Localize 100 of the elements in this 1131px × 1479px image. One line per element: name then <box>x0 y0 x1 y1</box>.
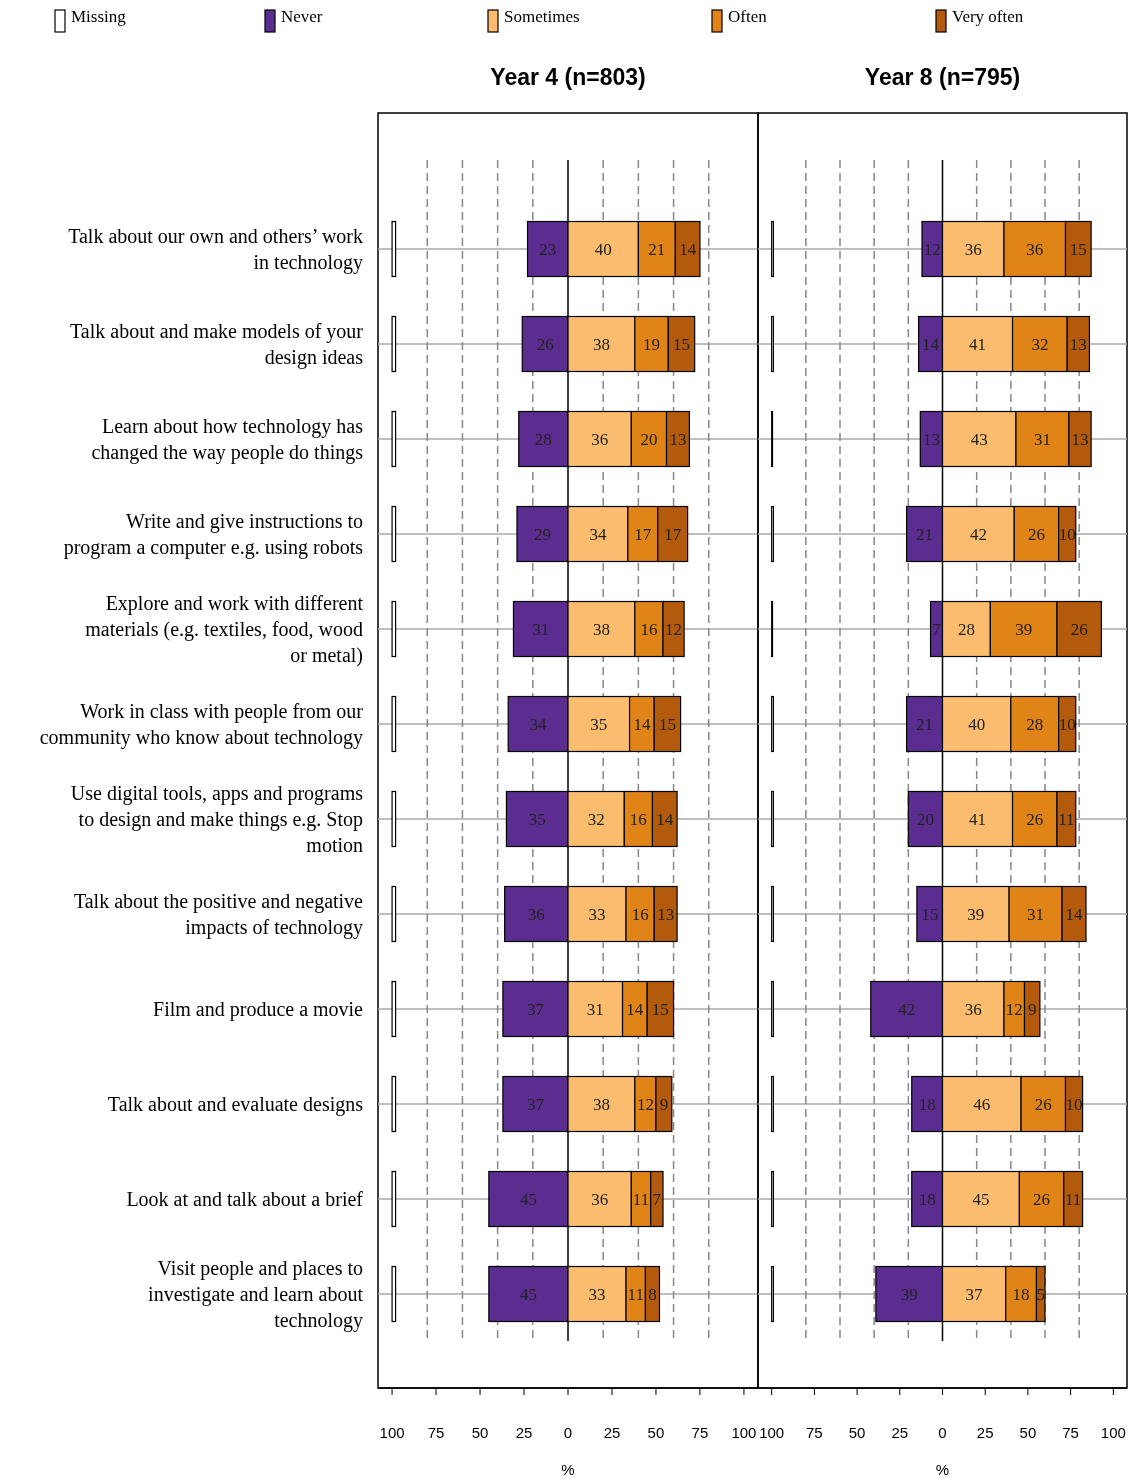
data-label: 13 <box>669 430 687 449</box>
data-label: 23 <box>539 240 557 259</box>
x-tick-label: 75 <box>691 1424 709 1441</box>
x-tick-label: 50 <box>1019 1424 1037 1441</box>
x-tick-label: 100 <box>759 1424 785 1441</box>
data-label: 39 <box>967 905 985 924</box>
data-label: 10 <box>1065 1095 1083 1114</box>
data-label: 13 <box>1071 430 1089 449</box>
data-label: 7 <box>652 1190 662 1209</box>
data-label: 11 <box>1065 1190 1082 1209</box>
data-label: 18 <box>1012 1285 1030 1304</box>
data-label: 36 <box>591 1190 609 1209</box>
data-label: 36 <box>964 240 982 259</box>
data-label: 13 <box>922 430 940 449</box>
data-label: 35 <box>528 810 546 829</box>
y-tick-label: Look at and talk about a brief <box>126 1188 364 1210</box>
data-label: 32 <box>587 810 605 829</box>
data-label: 26 <box>1070 620 1088 639</box>
data-label: 31 <box>532 620 550 639</box>
x-tick-label: 0 <box>563 1424 573 1441</box>
data-label: 37 <box>526 1095 545 1114</box>
x-axis-title: % <box>561 1461 575 1478</box>
data-label: 12 <box>665 620 683 639</box>
data-label: 19 <box>643 335 661 354</box>
y-tick-label: Work in class with people from our community who know about technology <box>39 700 364 749</box>
data-label: 33 <box>588 1285 606 1304</box>
data-label: 16 <box>631 905 649 924</box>
data-label: 42 <box>969 525 987 544</box>
x-tick-label: 0 <box>938 1424 947 1441</box>
legend-label: Often <box>728 7 768 26</box>
data-label: 41 <box>969 810 987 829</box>
data-label: 45 <box>519 1190 537 1209</box>
data-label: 12 <box>1005 1000 1023 1019</box>
data-label: 17 <box>664 525 682 544</box>
data-label: 12 <box>923 240 941 259</box>
data-label: 43 <box>970 430 988 449</box>
data-label: 15 <box>658 715 676 734</box>
data-label: 45 <box>972 1190 990 1209</box>
data-label: 46 <box>973 1095 991 1114</box>
legend-label: Never <box>281 7 323 26</box>
y-tick-label: Visit people and places to investigate and learn about technology <box>148 1257 364 1332</box>
data-label: 14 <box>626 1000 644 1019</box>
data-label: 26 <box>1033 1190 1051 1209</box>
x-tick-label: 100 <box>379 1424 405 1441</box>
data-label: 41 <box>969 335 987 354</box>
legend-label: Missing <box>71 7 127 26</box>
data-label: 21 <box>916 525 934 544</box>
data-label: 26 <box>1027 525 1045 544</box>
data-label: 14 <box>679 240 697 259</box>
data-label: 15 <box>651 1000 669 1019</box>
y-tick-label: Use digital tools, apps and programs to design and make things e.g. Stop motion <box>70 782 364 856</box>
data-label: 15 <box>672 335 690 354</box>
data-label: 39 <box>1015 620 1033 639</box>
data-label: 16 <box>629 810 647 829</box>
data-label: 11 <box>627 1285 644 1304</box>
data-label: 33 <box>588 905 606 924</box>
data-label: 36 <box>1026 240 1044 259</box>
x-tick-label: 25 <box>515 1424 533 1441</box>
data-label: 31 <box>1027 905 1045 924</box>
data-label: 20 <box>916 810 934 829</box>
y-tick-label: Talk about and evaluate designs <box>107 1093 364 1116</box>
data-label: 38 <box>592 335 610 354</box>
x-tick-label: 25 <box>603 1424 621 1441</box>
x-tick-label: 25 <box>891 1424 909 1441</box>
data-label: 15 <box>1069 240 1087 259</box>
data-label: 10 <box>1058 525 1076 544</box>
data-label: 16 <box>640 620 658 639</box>
data-label: 29 <box>533 525 551 544</box>
data-label: 26 <box>536 335 554 354</box>
legend-label: Sometimes <box>504 7 580 26</box>
data-label: 31 <box>1033 430 1051 449</box>
data-label: 26 <box>1026 810 1044 829</box>
data-label: 42 <box>898 1000 916 1019</box>
x-tick-label: 50 <box>647 1424 665 1441</box>
data-label: 35 <box>590 715 608 734</box>
data-label: 21 <box>916 715 934 734</box>
data-label: 14 <box>1065 905 1084 924</box>
x-tick-label: 50 <box>848 1424 866 1441</box>
data-label: 37 <box>526 1000 545 1019</box>
data-label: 45 <box>519 1285 537 1304</box>
data-label: 31 <box>586 1000 604 1019</box>
data-label: 28 <box>957 620 975 639</box>
data-label: 7 <box>932 620 942 639</box>
data-label: 40 <box>594 240 612 259</box>
data-label: 11 <box>1058 810 1075 829</box>
data-label: 17 <box>634 525 652 544</box>
x-tick-label: 75 <box>1062 1424 1079 1441</box>
data-label: 8 <box>648 1285 657 1304</box>
data-label: 14 <box>922 335 940 354</box>
data-label: 37 <box>965 1285 984 1304</box>
x-axis-title: % <box>935 1461 950 1478</box>
data-label: 18 <box>918 1095 936 1114</box>
data-label: 18 <box>918 1190 936 1209</box>
x-tick-label: 50 <box>471 1424 489 1441</box>
data-label: 14 <box>656 810 674 829</box>
data-label: 34 <box>589 525 607 544</box>
data-label: 20 <box>640 430 658 449</box>
data-label: 38 <box>592 620 610 639</box>
data-label: 36 <box>591 430 609 449</box>
y-tick-label: Explore and work with different materials (e.g. textiles, food, wood or metal) <box>85 592 364 667</box>
